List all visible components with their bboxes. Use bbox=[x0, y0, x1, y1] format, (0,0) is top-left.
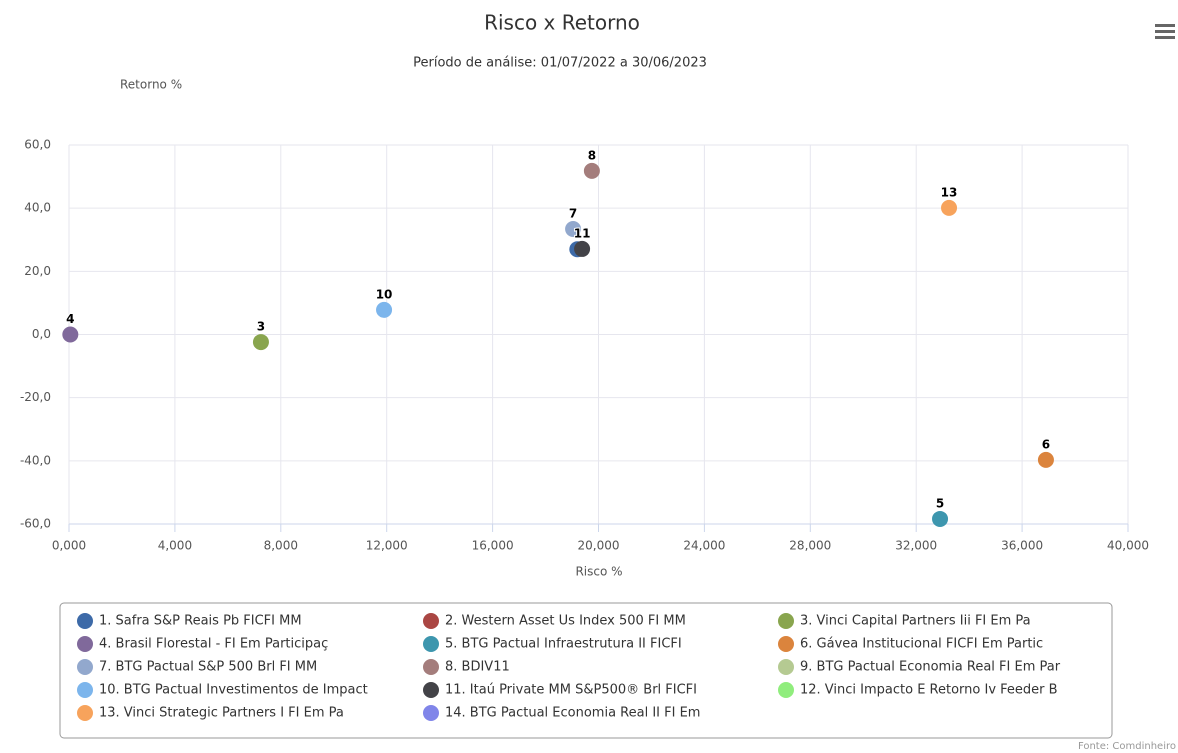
point bbox=[583, 162, 600, 179]
legend-swatch[interactable] bbox=[423, 682, 439, 698]
legend-label[interactable]: 12. Vinci Impacto E Retorno Iv Feeder B bbox=[800, 683, 1058, 698]
legend-label[interactable]: 4. Brasil Florestal - FI Em Participaç bbox=[99, 637, 328, 652]
menu-icon[interactable] bbox=[1155, 24, 1175, 39]
y-tick-label: -60,0 bbox=[20, 517, 51, 531]
x-tick-label: 36,000 bbox=[1001, 539, 1043, 553]
x-tick-label: 4,000 bbox=[158, 539, 192, 553]
point bbox=[252, 334, 269, 351]
chart-subtitle: Período de análise: 01/07/2022 a 30/06/2… bbox=[413, 56, 707, 71]
point-label: 5 bbox=[936, 496, 944, 510]
x-tick-label: 28,000 bbox=[789, 539, 831, 553]
legend-label[interactable]: 2. Western Asset Us Index 500 FI MM bbox=[445, 614, 686, 629]
x-tick-label: 16,000 bbox=[472, 539, 514, 553]
point-label: 10 bbox=[376, 287, 393, 301]
legend-swatch[interactable] bbox=[77, 705, 93, 721]
legend-swatch[interactable] bbox=[423, 659, 439, 675]
point-label: 11 bbox=[574, 226, 591, 240]
legend-swatch[interactable] bbox=[77, 659, 93, 675]
x-tick-label: 20,000 bbox=[578, 539, 620, 553]
y-tick-label: -40,0 bbox=[20, 453, 51, 467]
y-tick-label: 20,0 bbox=[24, 264, 51, 278]
x-tick-label: 40,000 bbox=[1107, 539, 1149, 553]
legend-label[interactable]: 3. Vinci Capital Partners Iii FI Em Pa bbox=[800, 614, 1031, 629]
point bbox=[565, 221, 582, 238]
y-tick-label: 0,0 bbox=[32, 327, 51, 341]
point bbox=[941, 199, 958, 216]
legend-label[interactable]: 7. BTG Pactual S&P 500 Brl FI MM bbox=[99, 660, 317, 675]
legend-label[interactable]: 9. BTG Pactual Economia Real FI Em Par bbox=[800, 660, 1061, 675]
legend-label[interactable]: 8. BDIV11 bbox=[445, 660, 510, 675]
point-label: 8 bbox=[588, 148, 596, 162]
legend-label[interactable]: 13. Vinci Strategic Partners I FI Em Pa bbox=[99, 706, 344, 721]
y-tick-label: 40,0 bbox=[24, 201, 51, 215]
x-tick-label: 12,000 bbox=[366, 539, 408, 553]
legend-box bbox=[59, 602, 1113, 739]
x-axis-label: Risco % bbox=[575, 565, 622, 579]
point bbox=[574, 240, 591, 257]
legend-swatch[interactable] bbox=[778, 636, 794, 652]
legend-swatch[interactable] bbox=[423, 705, 439, 721]
point bbox=[1037, 451, 1054, 468]
legend-swatch[interactable] bbox=[423, 636, 439, 652]
legend-label[interactable]: 14. BTG Pactual Economia Real II FI Em bbox=[445, 706, 700, 721]
y-tick-label: -20,0 bbox=[20, 390, 51, 404]
y-axis-label: Retorno % bbox=[120, 78, 182, 92]
x-tick-label: 0,000 bbox=[52, 539, 86, 553]
point-label: 3 bbox=[257, 320, 265, 334]
source: Fonte: Comdinheiro bbox=[1078, 741, 1176, 752]
point-label: 4 bbox=[66, 312, 74, 326]
legend-label[interactable]: 10. BTG Pactual Investimentos de Impact bbox=[99, 683, 368, 698]
y-tick-label: 60,0 bbox=[24, 138, 51, 152]
legend-swatch[interactable] bbox=[778, 682, 794, 698]
point bbox=[376, 301, 393, 318]
point bbox=[932, 510, 949, 527]
point-label: 6 bbox=[1042, 437, 1050, 451]
x-tick-label: 8,000 bbox=[264, 539, 298, 553]
legend-label[interactable]: 6. Gávea Institucional FICFI Em Partic bbox=[800, 637, 1043, 652]
legend-label[interactable]: 11. Itaú Private MM S&P500® Brl FICFI bbox=[445, 683, 697, 698]
point bbox=[62, 326, 79, 343]
x-tick-label: 24,000 bbox=[683, 539, 725, 553]
legend-label[interactable]: 1. Safra S&P Reais Pb FICFI MM bbox=[99, 614, 302, 629]
legend-swatch[interactable] bbox=[778, 659, 794, 675]
legend-swatch[interactable] bbox=[77, 682, 93, 698]
chart-title: Risco x Retorno bbox=[484, 11, 640, 35]
x-tick-label: 32,000 bbox=[895, 539, 937, 553]
legend-swatch[interactable] bbox=[778, 613, 794, 629]
point-label: 7 bbox=[569, 207, 577, 221]
legend-swatch[interactable] bbox=[77, 613, 93, 629]
point-label: 13 bbox=[941, 185, 958, 199]
legend-swatch[interactable] bbox=[77, 636, 93, 652]
legend-swatch[interactable] bbox=[423, 613, 439, 629]
legend-label[interactable]: 5. BTG Pactual Infraestrutura II FICFI bbox=[445, 637, 682, 652]
